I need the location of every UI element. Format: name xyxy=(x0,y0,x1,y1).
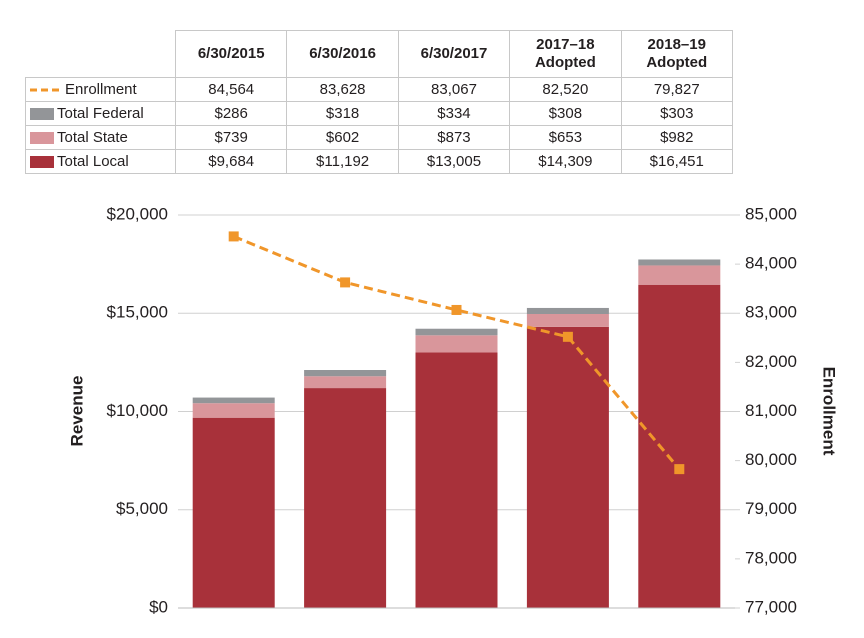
bar-segment xyxy=(526,307,609,314)
column-header: 6/30/2016 xyxy=(286,30,399,78)
table-value: $982 xyxy=(620,125,733,150)
y2-tick-label: 80,000 xyxy=(745,450,797,469)
legend-rect xyxy=(30,156,54,169)
table-value: $602 xyxy=(286,125,399,150)
table-value: $13,005 xyxy=(397,149,511,174)
bar-segment xyxy=(192,417,275,608)
line-series xyxy=(233,235,681,471)
bar-segment xyxy=(638,265,721,285)
table-row: Enrollment 84,564 83,628 83,067 82,520 79,827 xyxy=(25,77,733,102)
y2-tick-label: 79,000 xyxy=(745,499,797,518)
bar-segment xyxy=(415,335,498,353)
y2-tick-label: 82,000 xyxy=(745,352,797,371)
y-tick-label: $20,000 xyxy=(107,204,168,223)
legend-rect xyxy=(30,108,54,121)
legend-swatch xyxy=(30,88,60,92)
bar-segment xyxy=(192,397,275,404)
table-value: $11,192 xyxy=(286,149,399,174)
column-header: 6/30/2015 xyxy=(174,30,288,78)
legend-swatch xyxy=(30,156,54,169)
bar-segment xyxy=(638,284,721,608)
table-row: Total Local $9,684 $11,192 $13,005 $14,309 $1… xyxy=(25,149,733,174)
column-header: 2017–18 Adopted xyxy=(509,30,622,78)
bar-segment xyxy=(304,376,387,389)
column-header: 2018–19 Adopted xyxy=(620,30,733,78)
table-value: $334 xyxy=(397,101,511,126)
bar-segment xyxy=(192,403,275,418)
table-value: 82,520 xyxy=(509,77,622,102)
y2-tick-label: 85,000 xyxy=(745,204,797,223)
line-marker xyxy=(228,231,239,242)
y-tick-label: $0 xyxy=(149,597,168,616)
table-value: 83,067 xyxy=(397,77,511,102)
bar-segment xyxy=(304,388,387,608)
legend-cell: Total State xyxy=(25,125,176,150)
table-value: $318 xyxy=(286,101,399,126)
header-row: 6/30/2015 6/30/2016 6/30/2017 2017–18 Adopt… xyxy=(26,30,733,78)
y2-tick-label: 83,000 xyxy=(745,303,797,322)
table-value: $653 xyxy=(509,125,622,150)
y2-tick-label: 81,000 xyxy=(745,401,797,420)
legend-label: Total State xyxy=(57,129,128,146)
table-value: $308 xyxy=(509,101,622,126)
legend-rect xyxy=(30,132,54,145)
table-value: 84,564 xyxy=(174,77,288,102)
y2-axis-title: Enrollment xyxy=(820,367,839,456)
legend-swatch xyxy=(30,132,54,145)
table-value: 79,827 xyxy=(620,77,733,102)
legend-cell: Total Local xyxy=(25,149,176,174)
bar-segment xyxy=(304,369,387,377)
table-value: 83,628 xyxy=(286,77,399,102)
column-header: 6/30/2017 xyxy=(397,30,511,78)
table-value: $14,309 xyxy=(509,149,622,174)
bar-segment xyxy=(638,259,721,266)
bar-segment xyxy=(415,352,498,608)
table-row: Total Federal $286 $318 $334 $308 $303 xyxy=(25,101,733,126)
legend-label: Total Federal xyxy=(57,105,144,122)
legend-label: Total Local xyxy=(57,153,129,170)
table-value: $286 xyxy=(174,101,288,126)
legend-cell: Total Federal xyxy=(25,101,176,126)
bar-segment xyxy=(526,326,609,608)
y-tick-label: $5,000 xyxy=(116,499,168,518)
line-marker xyxy=(340,277,351,288)
y-tick-label: $10,000 xyxy=(107,401,168,420)
line-marker xyxy=(451,304,462,315)
corner-cell xyxy=(26,31,176,78)
line-marker xyxy=(562,331,573,342)
legend-label: Enrollment xyxy=(65,81,137,98)
y-tick-label: $15,000 xyxy=(107,303,168,322)
y2-tick-label: 84,000 xyxy=(745,254,797,273)
table-value: $303 xyxy=(620,101,733,126)
legend-swatch xyxy=(30,108,54,121)
y2-tick-label: 77,000 xyxy=(745,597,797,616)
y-axis-title: Revenue xyxy=(67,376,86,447)
y2-tick-label: 78,000 xyxy=(745,548,797,567)
line-marker xyxy=(674,464,685,475)
data-table: 6/30/2015 6/30/2016 6/30/2017 2017–18 Adopt… xyxy=(25,30,733,174)
table-value: $9,684 xyxy=(174,149,288,174)
table-row: Total State $739 $602 $873 $653 $982 xyxy=(25,125,733,150)
legend-cell: Enrollment xyxy=(25,77,176,102)
bar-segment xyxy=(526,313,609,327)
table-value: $873 xyxy=(397,125,511,150)
table-value: $739 xyxy=(174,125,288,150)
bar-segment xyxy=(415,328,498,336)
table-value: $16,451 xyxy=(620,149,733,174)
